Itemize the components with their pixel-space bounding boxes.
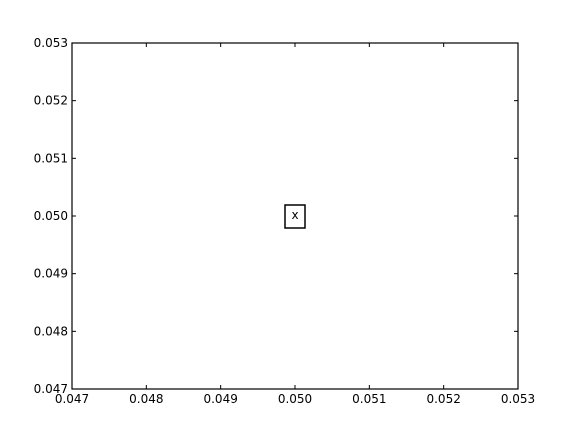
- x-tick-label: 0.051: [352, 392, 386, 406]
- x-tick-label: 0.050: [278, 392, 312, 406]
- y-tick-label: 0.050: [34, 209, 68, 223]
- ticks: 0.047 0.048 0.049 0.050 0.051 0.052 0.053 0.047…: [34, 36, 536, 406]
- y-tick-label: 0.052: [34, 94, 68, 108]
- annotation-label: x: [291, 208, 298, 222]
- y-tick-label: 0.051: [34, 151, 68, 165]
- x-tick-label: 0.049: [203, 392, 237, 406]
- y-tick-label: 0.048: [34, 324, 68, 338]
- annotation-box: [284, 204, 306, 229]
- annotation: x: [284, 204, 306, 229]
- x-tick-label: 0.047: [55, 392, 89, 406]
- x-tick-label: 0.053: [501, 392, 535, 406]
- x-tick-label: 0.052: [426, 392, 460, 406]
- y-tick-label: 0.047: [34, 382, 68, 396]
- x-tick-label: 0.048: [129, 392, 163, 406]
- y-tick-label: 0.049: [34, 267, 68, 281]
- y-tick-label: 0.053: [34, 36, 68, 50]
- annotations: x: [284, 204, 306, 229]
